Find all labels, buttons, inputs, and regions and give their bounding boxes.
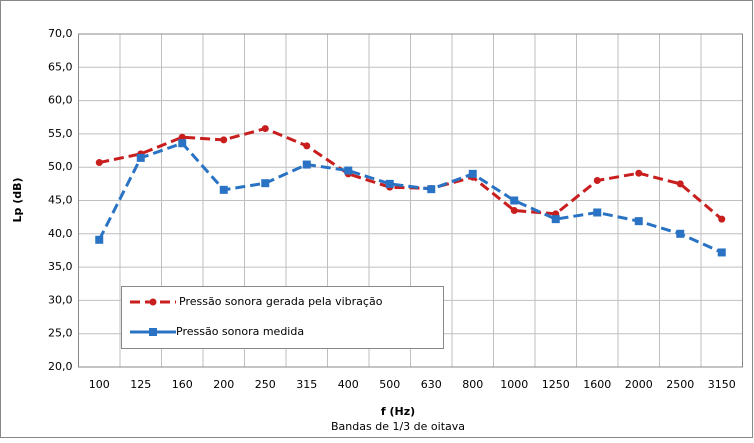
series-line <box>97 141 723 254</box>
legend-marker <box>149 298 157 306</box>
marker <box>261 179 270 188</box>
marker <box>718 215 726 223</box>
x-axis-sublabel: Bandas de 1/3 de oitava <box>331 420 465 433</box>
y-axis-label: Lp (dB) <box>11 177 24 222</box>
marker <box>178 139 187 148</box>
legend-label: Pressão sonora medida <box>176 325 304 338</box>
marker <box>634 217 643 226</box>
marker <box>510 196 519 205</box>
marker <box>551 215 560 224</box>
x-tick-label: 2500 <box>666 378 694 391</box>
x-axis-label: f (Hz) <box>381 405 415 418</box>
legend-label: Pressão sonora gerada pela vibração <box>179 295 383 308</box>
x-tick-label: 500 <box>379 378 400 391</box>
x-tick-label: 400 <box>338 378 359 391</box>
y-tick-label: 55,0 <box>48 127 73 140</box>
marker <box>468 169 477 178</box>
y-tick-label: 25,0 <box>48 327 73 340</box>
marker <box>344 166 353 175</box>
marker <box>220 136 228 144</box>
y-tick-label: 40,0 <box>48 227 73 240</box>
marker <box>261 125 269 133</box>
y-tick-label: 65,0 <box>48 60 73 73</box>
marker <box>510 206 518 214</box>
marker <box>427 185 436 194</box>
x-tick-label: 800 <box>462 378 483 391</box>
marker <box>593 177 601 185</box>
marker <box>95 159 103 167</box>
marker <box>219 185 228 194</box>
x-tick-label: 100 <box>89 378 110 391</box>
marker <box>95 235 104 244</box>
x-tick-label: 2000 <box>625 378 653 391</box>
x-tick-label: 315 <box>296 378 317 391</box>
x-tick-label: 3150 <box>708 378 736 391</box>
marker <box>717 248 726 257</box>
x-tick-label: 1000 <box>500 378 528 391</box>
x-tick-label: 200 <box>213 378 234 391</box>
y-tick-label: 35,0 <box>48 260 73 273</box>
x-tick-label: 630 <box>421 378 442 391</box>
y-tick-label: 70,0 <box>48 27 73 40</box>
marker <box>302 160 311 169</box>
y-tick-label: 60,0 <box>48 94 73 107</box>
y-tick-label: 20,0 <box>48 360 73 373</box>
marker <box>635 169 643 177</box>
marker <box>593 208 602 217</box>
marker <box>178 133 186 141</box>
y-tick-label: 30,0 <box>48 293 73 306</box>
x-tick-label: 250 <box>255 378 276 391</box>
y-tick-label: 50,0 <box>48 160 73 173</box>
legend-box <box>121 286 444 349</box>
marker <box>676 180 684 188</box>
marker <box>136 153 145 162</box>
y-tick-label: 45,0 <box>48 194 73 207</box>
marker <box>303 142 311 150</box>
x-tick-label: 1600 <box>583 378 611 391</box>
x-tick-label: 160 <box>172 378 193 391</box>
legend-marker <box>149 328 157 336</box>
marker <box>676 229 685 238</box>
x-tick-label: 125 <box>130 378 151 391</box>
marker <box>385 179 394 188</box>
plot-area-border <box>78 33 743 368</box>
x-tick-label: 1250 <box>542 378 570 391</box>
